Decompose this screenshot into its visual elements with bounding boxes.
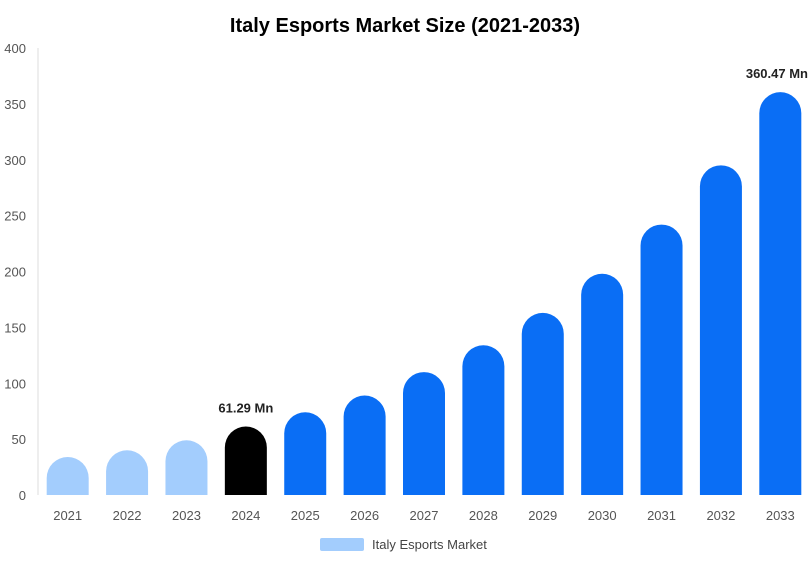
bar-2021 xyxy=(46,457,89,495)
bar-2031 xyxy=(640,224,683,496)
x-tick-label: 2023 xyxy=(172,508,201,523)
legend-label: Italy Esports Market xyxy=(372,537,487,552)
bar-2033 xyxy=(759,92,802,495)
bar-2032 xyxy=(699,165,742,495)
bar-2028 xyxy=(462,345,505,495)
y-axis: 0 50 100 150 200 250 300 350 400 xyxy=(4,41,26,503)
y-tick-label: 50 xyxy=(12,432,26,447)
data-label: 360.47 Mn xyxy=(746,66,808,81)
x-tick-label: 2022 xyxy=(113,508,142,523)
legend-swatch xyxy=(320,538,364,551)
x-tick-label: 2021 xyxy=(53,508,82,523)
x-tick-label: 2027 xyxy=(410,508,439,523)
y-tick-label: 150 xyxy=(4,320,26,335)
x-tick-label: 2032 xyxy=(706,508,735,523)
y-tick-label: 350 xyxy=(4,97,26,112)
data-label: 61.29 Mn xyxy=(218,401,273,416)
x-tick-label: 2031 xyxy=(647,508,676,523)
chart-title: Italy Esports Market Size (2021-2033) xyxy=(230,15,580,37)
y-tick-label: 300 xyxy=(4,153,26,168)
bar-2029 xyxy=(521,312,564,495)
x-tick-label: 2028 xyxy=(469,508,498,523)
x-tick-label: 2026 xyxy=(350,508,379,523)
x-tick-label: 2024 xyxy=(231,508,260,523)
bars xyxy=(46,92,802,496)
y-tick-label: 200 xyxy=(4,265,26,280)
x-tick-label: 2025 xyxy=(291,508,320,523)
x-tick-label: 2030 xyxy=(588,508,617,523)
data-labels: 61.29 Mn 360.47 Mn xyxy=(218,66,808,415)
bar-2026 xyxy=(343,395,386,495)
bar-2030 xyxy=(581,273,624,495)
legend: Italy Esports Market xyxy=(320,537,487,552)
y-tick-label: 100 xyxy=(4,376,26,391)
bar-2024 xyxy=(224,426,267,495)
x-axis: 2021 2022 2023 2024 2025 2026 2027 2028 2029 2030… xyxy=(53,508,795,523)
bar-2022 xyxy=(106,450,149,495)
bar-2023 xyxy=(165,440,208,495)
x-tick-label: 2033 xyxy=(766,508,795,523)
bar-2027 xyxy=(403,372,445,495)
x-tick-label: 2029 xyxy=(528,508,557,523)
bar-2025 xyxy=(284,412,327,495)
y-tick-label: 400 xyxy=(4,41,26,56)
y-tick-label: 0 xyxy=(19,488,26,503)
y-tick-label: 250 xyxy=(4,209,26,224)
